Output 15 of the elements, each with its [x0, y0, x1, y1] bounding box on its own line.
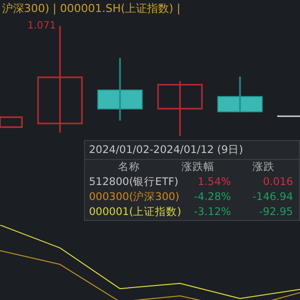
text: -3.12%: [194, 206, 231, 218]
text: -4.28%: [194, 191, 231, 203]
text: 1.54%: [198, 176, 231, 188]
text: 512800(银行ETF): [88, 175, 178, 190]
text: 0.016: [262, 175, 294, 190]
text: 2024/01/02-2024/01/12 (9日): [85, 141, 299, 160]
annotation: 1.071: [27, 20, 56, 32]
text: 000001(上证指数): [88, 205, 182, 220]
text: 涨跌: [251, 160, 276, 175]
chart-title: 沪深300) | 000001.SH(上证指数) |: [1, 1, 182, 17]
text: 名称: [116, 160, 141, 175]
text: 000300(沪深300): [88, 190, 180, 205]
text: 涨跌幅: [180, 160, 216, 175]
text: -146.94: [251, 190, 294, 205]
text: -92.95: [258, 205, 294, 220]
